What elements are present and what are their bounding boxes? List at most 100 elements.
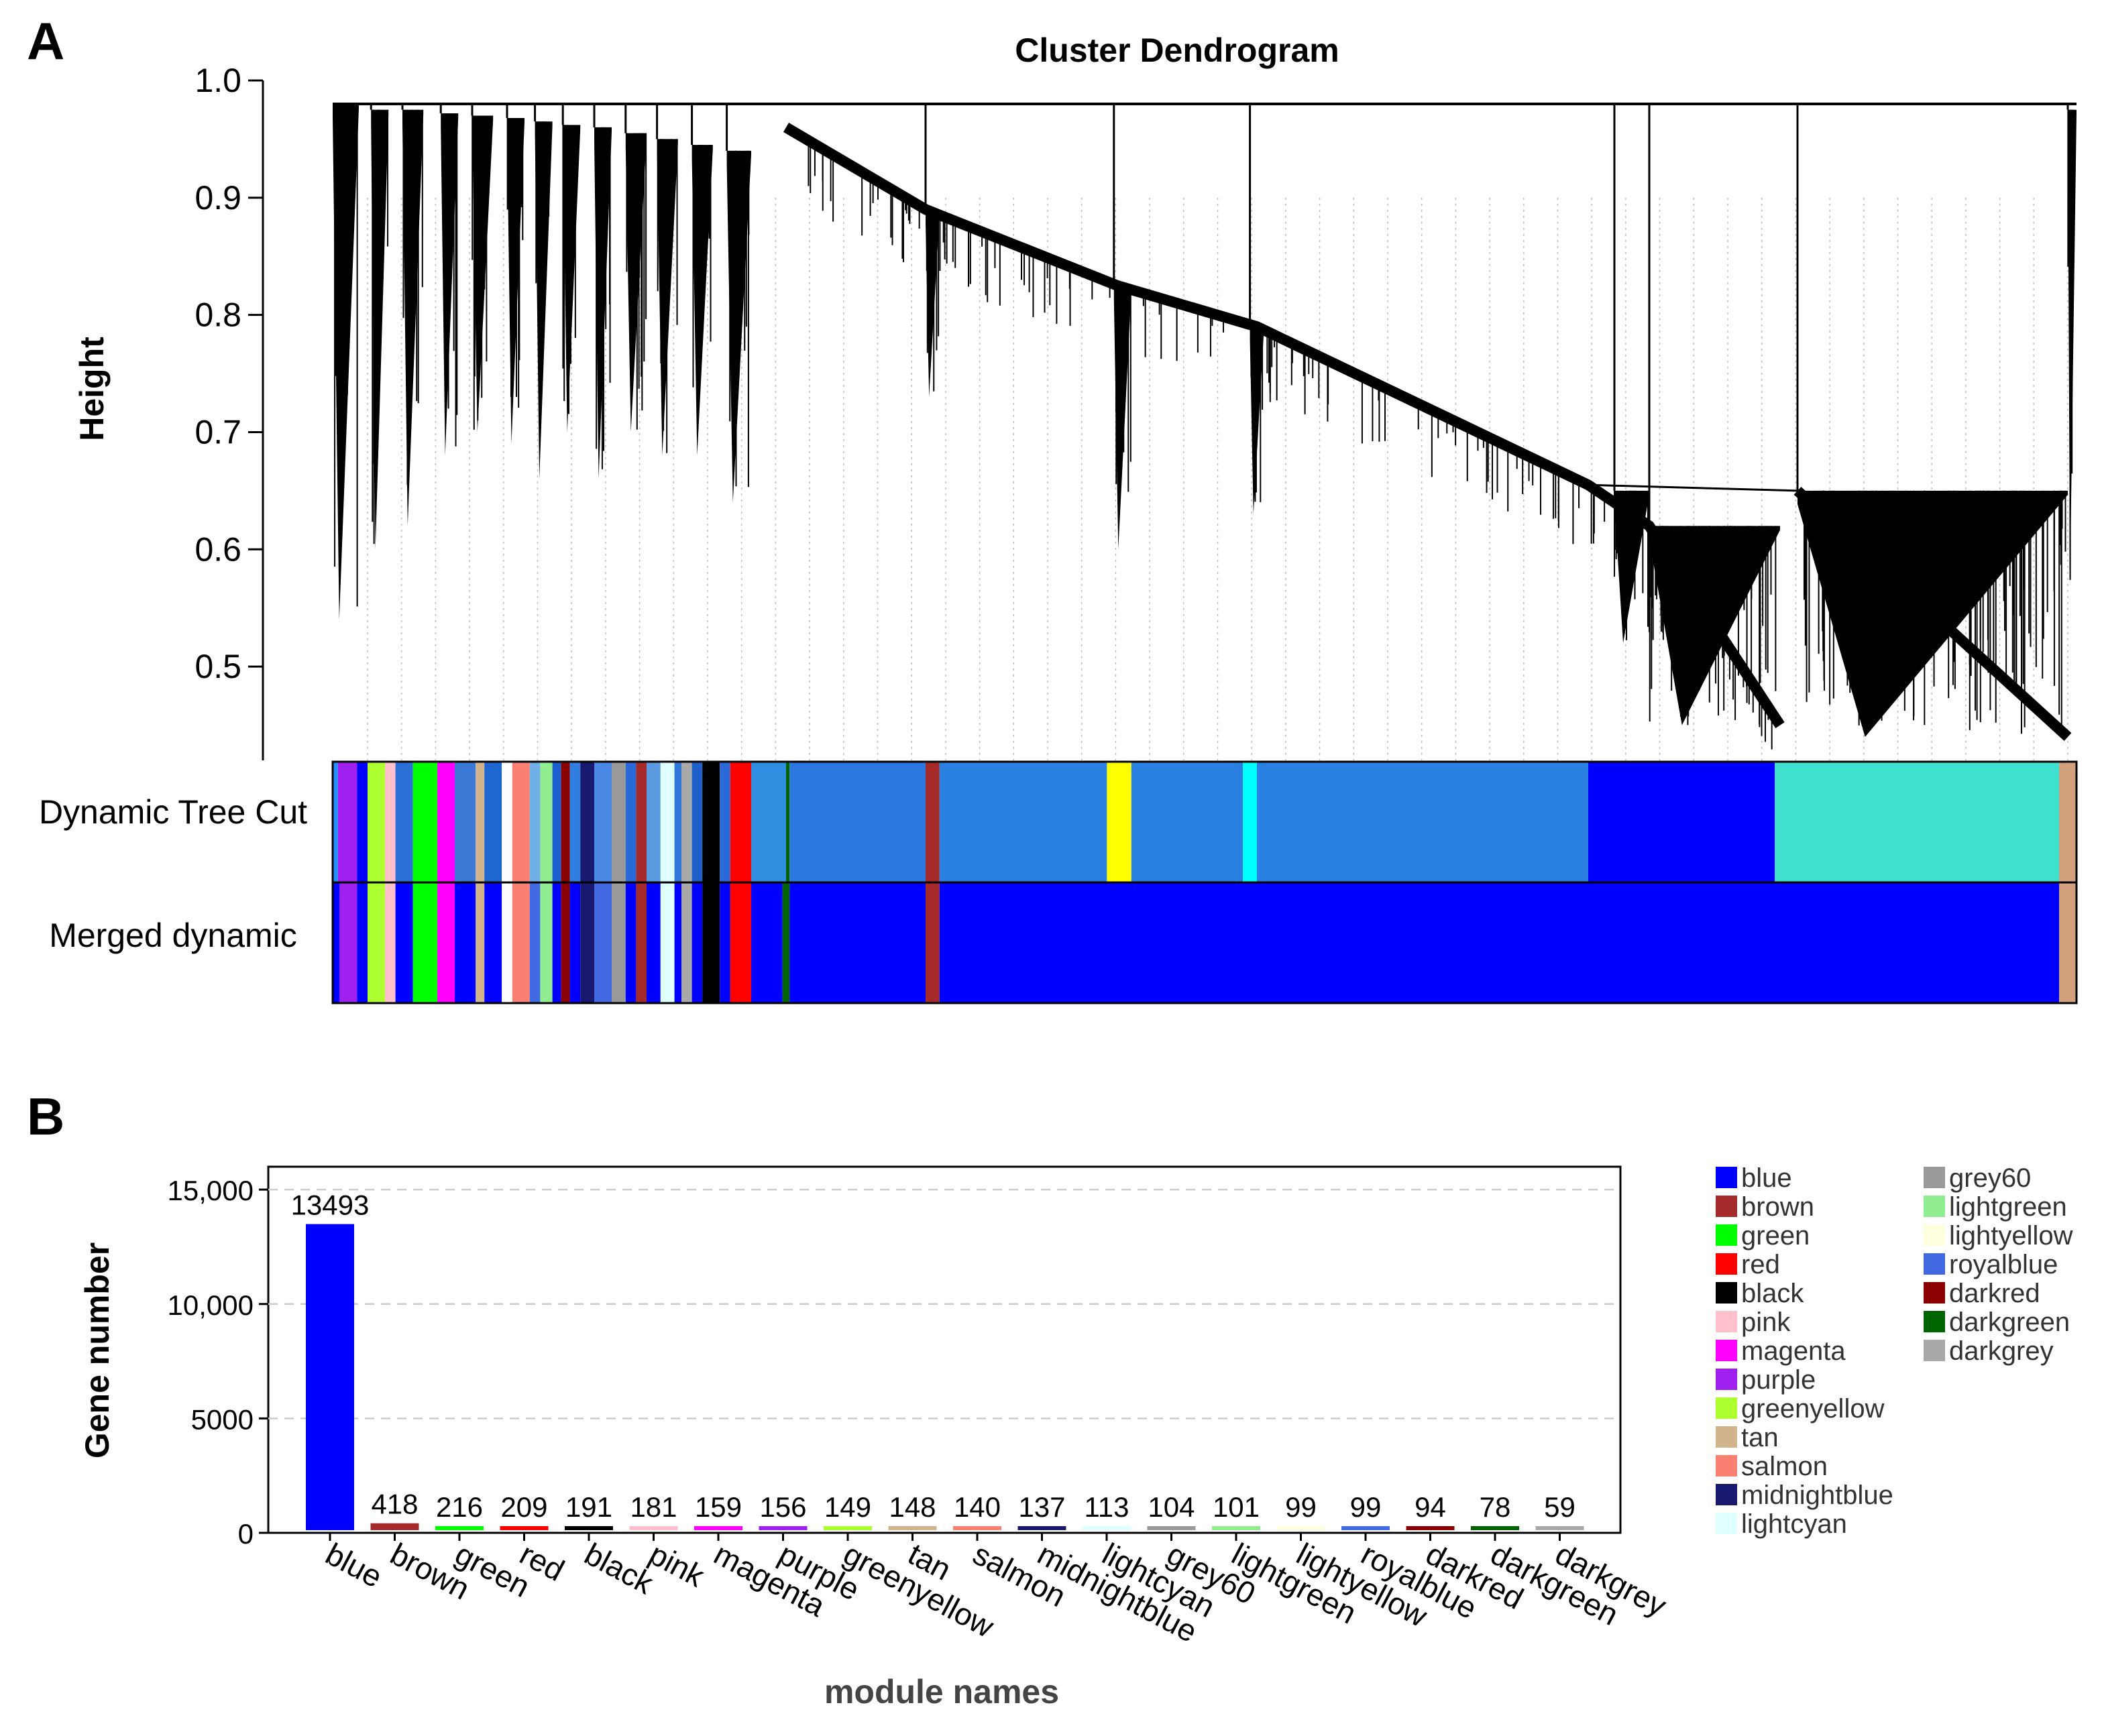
dendrogram-branch [506, 103, 524, 444]
legend-swatch [1924, 1167, 1945, 1188]
dynamic-tree-cut-segment [647, 762, 661, 882]
dynamic-tree-cut-segment [660, 762, 675, 882]
merged-dynamic-segment [502, 882, 512, 1003]
legend-label: brown [1741, 1192, 1814, 1222]
legend-swatch [1716, 1513, 1737, 1534]
dynamic-tree-cut-segment [720, 762, 730, 882]
merged-dynamic-segment [357, 882, 368, 1003]
dendrogram-branch [691, 103, 713, 456]
legend-entry-darkgreen: darkgreen [1924, 1308, 2070, 1337]
dendrogram-y-tick-label: 0.8 [195, 296, 241, 334]
legend-swatch [1924, 1253, 1945, 1275]
merged-dynamic-segment [476, 882, 485, 1003]
bar-blue [306, 1224, 354, 1530]
dendrogram-branch [1113, 103, 1131, 550]
bar-value-label: 99 [1285, 1491, 1317, 1523]
dendrogram-y-tick-label: 1.0 [195, 62, 241, 99]
bar-value-label: 216 [436, 1491, 483, 1523]
bar-value-label: 13493 [291, 1190, 370, 1221]
legend-swatch [1716, 1282, 1737, 1304]
legend-swatch [1924, 1282, 1945, 1304]
merged-dynamic-segment [412, 882, 437, 1003]
legend-swatch [1924, 1224, 1945, 1246]
legend-swatch [1716, 1253, 1737, 1275]
legend-entry-tan: tan [1716, 1423, 1779, 1452]
dynamic-tree-cut-segment [395, 762, 413, 882]
dendrogram-y-axis: 1.0 0.9 0.8 0.7 0.6 0.5 [195, 62, 264, 760]
dynamic-tree-cut-segment [730, 762, 751, 882]
legend-swatch [1716, 1369, 1737, 1390]
legend-label: pink [1741, 1308, 1791, 1337]
legend-label: black [1741, 1279, 1804, 1308]
bar-value-label: 137 [1018, 1491, 1065, 1523]
bar-royalblue [1341, 1526, 1390, 1530]
dendrogram-branch [1613, 103, 1649, 644]
legend-label: magenta [1741, 1336, 1846, 1366]
bar-black [565, 1526, 613, 1530]
bar-category-label: blue [320, 1536, 388, 1595]
legend-entry-salmon: salmon [1716, 1452, 1828, 1481]
legend-swatch [1924, 1196, 1945, 1217]
dendrogram-y-tick-label: 0.6 [195, 530, 241, 568]
bar-darkgrey [1535, 1526, 1584, 1530]
legend-swatch [1716, 1224, 1737, 1246]
dynamic-tree-cut-segment [412, 762, 437, 882]
legend-entry-lightgreen: lightgreen [1924, 1192, 2067, 1222]
dynamic-tree-cut-segment [1243, 762, 1257, 882]
legend-swatch [1716, 1397, 1737, 1419]
merged-dynamic-segment [636, 882, 647, 1003]
merged-dynamic-segment [782, 882, 790, 1003]
merged-dynamic-segment [437, 882, 455, 1003]
legend-label: tan [1741, 1423, 1779, 1452]
bar-value-label: 140 [954, 1491, 1001, 1523]
dynamic-tree-cut-segment [529, 762, 541, 882]
bar-lightyellow [1276, 1526, 1325, 1530]
merged-dynamic-segment [720, 882, 730, 1003]
legend-label: lightgreen [1949, 1192, 2067, 1222]
merged-dynamic-segment [368, 882, 385, 1003]
legend-entry-red: red [1716, 1250, 1780, 1279]
dynamic-tree-cut-segment [337, 762, 357, 882]
merged-dynamic-segment [455, 882, 476, 1003]
merged-dynamic-segment [529, 882, 541, 1003]
legend-entry-royalblue: royalblue [1924, 1250, 2058, 1279]
dendrogram-branch [1796, 103, 2068, 738]
dendrogram-title: Cluster Dendrogram [1015, 32, 1339, 69]
legend-swatch [1716, 1455, 1737, 1477]
merged-dynamic-segment [552, 882, 561, 1003]
legend-label: lightcyan [1741, 1509, 1847, 1539]
dynamic-tree-cut-segment [1107, 762, 1131, 882]
dendrogram-branch-body [371, 109, 389, 550]
bar-grey60 [1147, 1526, 1196, 1530]
dynamic-tree-cut-segment [939, 762, 1107, 882]
bar-lightgreen [1212, 1526, 1260, 1530]
dynamic-tree-cut-segment [561, 762, 570, 882]
legend-label: darkgrey [1949, 1336, 2054, 1366]
dynamic-tree-cut-segment [552, 762, 561, 882]
legend-entry-lightcyan: lightcyan [1716, 1509, 1847, 1539]
dynamic-tree-cut-segment [594, 762, 612, 882]
legend-label: darkgreen [1949, 1308, 2070, 1337]
bar-y-tick-label: 0 [238, 1518, 254, 1550]
dynamic-tree-cut-segment [789, 762, 926, 882]
legend-swatch [1716, 1484, 1737, 1505]
bar-y-tick-label: 5000 [191, 1403, 254, 1435]
dynamic-tree-cut-segment [580, 762, 594, 882]
dendrogram-branch [2066, 103, 2077, 585]
merged-dynamic-segment [674, 882, 681, 1003]
bar-value-label: 418 [371, 1489, 418, 1520]
bar-value-label: 94 [1415, 1491, 1446, 1523]
dendrogram-branch [370, 103, 389, 550]
legend-label: royalblue [1949, 1250, 2058, 1279]
bar-value-label: 104 [1148, 1491, 1195, 1523]
dynamic-tree-cut-segment [484, 762, 502, 882]
dendrogram-branch [593, 103, 612, 479]
merged-dynamic-segment [625, 882, 637, 1003]
dendrogram-branch [561, 103, 581, 432]
module-color-tracks [331, 760, 2078, 1004]
dynamic-tree-cut-segment [674, 762, 681, 882]
dendrogram-merge-line [1588, 483, 1798, 492]
bar-magenta [694, 1526, 742, 1530]
dendrogram-branch [439, 103, 459, 456]
